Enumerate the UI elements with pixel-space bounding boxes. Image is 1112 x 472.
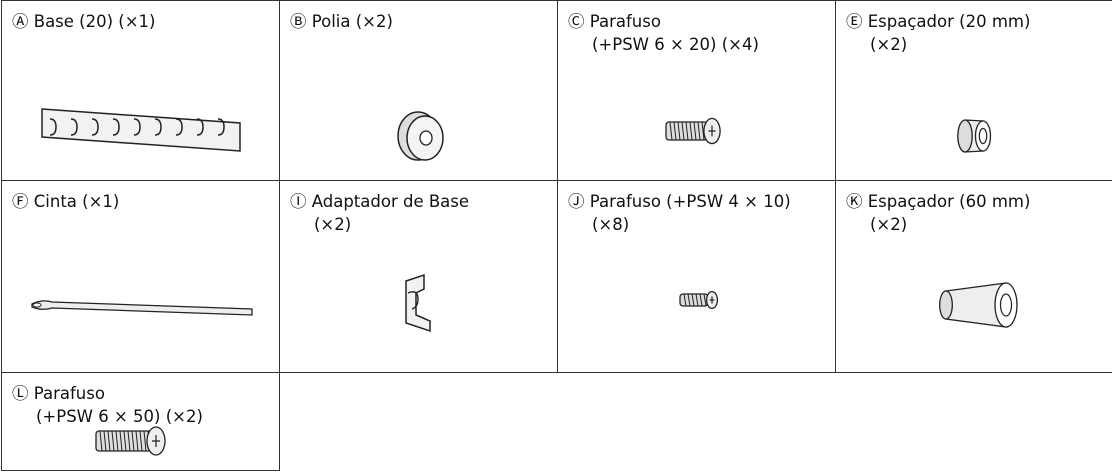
part-cell: Ⓔ Espaçador (20 mm) (×2) bbox=[835, 0, 1112, 181]
part-name: Parafuso bbox=[33, 384, 105, 403]
part-cell: Ⓕ Cinta (×1) bbox=[1, 180, 280, 373]
part-letter: Ⓚ bbox=[846, 192, 863, 211]
part-name: (×2) bbox=[870, 35, 908, 54]
part-cell: Ⓘ Adaptador de Base (×2) bbox=[279, 180, 558, 373]
part-illustration bbox=[41, 108, 241, 152]
part-name: Espaçador (20 mm) bbox=[867, 12, 1031, 31]
part-name: Espaçador (60 mm) bbox=[867, 192, 1031, 211]
part-letter: Ⓔ bbox=[846, 12, 863, 31]
part-label: Ⓑ Polia (×2) bbox=[290, 10, 393, 33]
part-label: Ⓘ Adaptador de Base (×2) bbox=[290, 190, 469, 236]
part-name: Parafuso (+PSW 4 × 10) bbox=[589, 192, 791, 211]
part-label: Ⓕ Cinta (×1) bbox=[12, 190, 119, 213]
part-name: Polia (×2) bbox=[311, 12, 393, 31]
part-letter: Ⓕ bbox=[12, 192, 29, 211]
part-cell: Ⓒ Parafuso (+PSW 6 × 20) (×4) bbox=[557, 0, 836, 181]
part-illustration bbox=[665, 117, 721, 145]
part-name: Parafuso bbox=[589, 12, 661, 31]
part-cell: Ⓐ Base (20) (×1) bbox=[1, 0, 280, 181]
part-illustration bbox=[679, 290, 719, 310]
part-label: Ⓚ Espaçador (60 mm) (×2) bbox=[846, 190, 1030, 236]
part-name: (+PSW 6 × 50) (×2) bbox=[36, 407, 203, 426]
part-cell: Ⓙ Parafuso (+PSW 4 × 10) (×8) bbox=[557, 180, 836, 373]
part-label: Ⓒ Parafuso (+PSW 6 × 20) (×4) bbox=[568, 10, 759, 56]
part-illustration bbox=[405, 273, 431, 333]
part-label: Ⓐ Base (20) (×1) bbox=[12, 10, 156, 33]
part-label: Ⓔ Espaçador (20 mm) (×2) bbox=[846, 10, 1030, 56]
part-illustration bbox=[957, 119, 992, 153]
part-letter: Ⓘ bbox=[290, 192, 307, 211]
part-cell: Ⓛ Parafuso (+PSW 6 × 50) (×2) bbox=[1, 372, 280, 471]
part-illustration bbox=[397, 111, 444, 161]
part-letter: Ⓙ bbox=[568, 192, 585, 211]
part-name: (+PSW 6 × 20) (×4) bbox=[592, 35, 759, 54]
part-name: Cinta (×1) bbox=[33, 192, 120, 211]
part-name: Base (20) (×1) bbox=[33, 12, 156, 31]
part-name: (×2) bbox=[870, 215, 908, 234]
part-cell: Ⓑ Polia (×2) bbox=[279, 0, 558, 181]
part-label: Ⓙ Parafuso (+PSW 4 × 10) (×8) bbox=[568, 190, 791, 236]
part-letter: Ⓐ bbox=[12, 12, 29, 31]
part-letter: Ⓛ bbox=[12, 384, 29, 403]
part-illustration bbox=[31, 300, 253, 316]
part-name: (×8) bbox=[592, 215, 630, 234]
part-cell: Ⓚ Espaçador (60 mm) (×2) bbox=[835, 180, 1112, 373]
part-label: Ⓛ Parafuso (+PSW 6 × 50) (×2) bbox=[12, 382, 203, 428]
part-name: (×2) bbox=[314, 215, 352, 234]
part-illustration bbox=[95, 426, 166, 456]
part-letter: Ⓒ bbox=[568, 12, 585, 31]
part-illustration bbox=[939, 282, 1018, 328]
part-letter: Ⓑ bbox=[290, 12, 307, 31]
part-name: Adaptador de Base bbox=[311, 192, 470, 211]
